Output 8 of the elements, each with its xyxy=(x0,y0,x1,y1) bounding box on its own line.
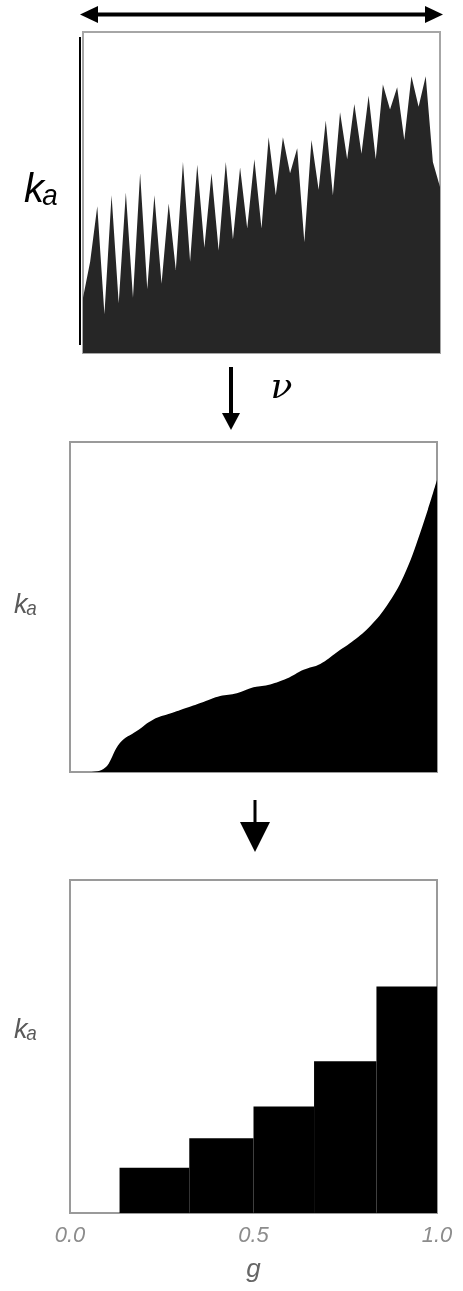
x-tick-label: 0.0 xyxy=(54,1221,87,1247)
y-axis-title: kₐ xyxy=(14,1013,38,1044)
x-axis-title: ν xyxy=(270,364,293,406)
x-axis-title: g xyxy=(246,1253,262,1283)
y-axis-title: kₐ xyxy=(14,588,38,619)
y-axis-title: kₐ xyxy=(24,166,59,210)
x-tick-label: 1.0 xyxy=(421,1221,454,1247)
x-tick-label: 0.5 xyxy=(238,1221,270,1247)
